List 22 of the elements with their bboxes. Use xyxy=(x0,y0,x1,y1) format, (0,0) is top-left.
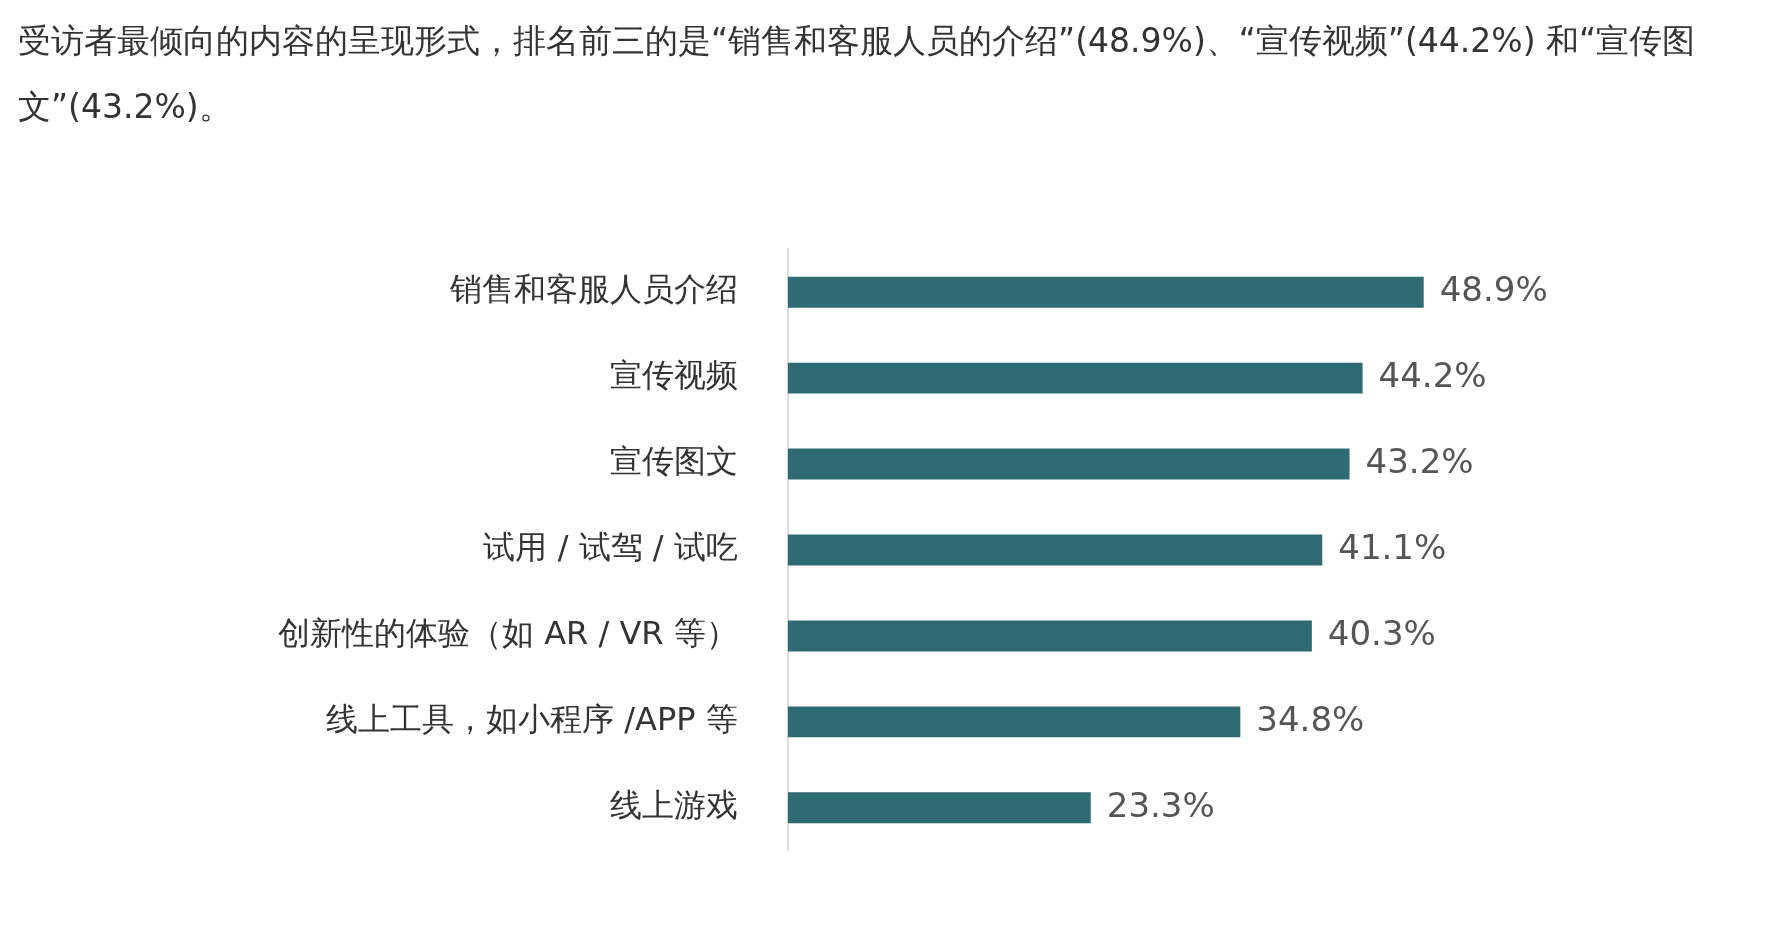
data-label: 44.2% xyxy=(1378,354,1487,395)
data-label: 34.8% xyxy=(1256,698,1365,739)
bar xyxy=(787,620,1312,652)
y-tick-label: 线上游戏 xyxy=(609,786,738,825)
y-tick-label: 宣传图文 xyxy=(609,442,738,481)
data-label: 40.3% xyxy=(1327,612,1436,653)
y-tick-label: 线上工具，如小程序 /APP 等 xyxy=(326,700,738,739)
bar xyxy=(787,792,1091,824)
y-tick-label: 创新性的体验（如 AR / VR 等） xyxy=(278,614,738,653)
bar xyxy=(787,534,1323,566)
y-tick-label: 销售和客服人员介绍 xyxy=(448,270,738,309)
data-label: 43.2% xyxy=(1365,440,1474,481)
data-label: 48.9% xyxy=(1439,269,1548,309)
bar xyxy=(787,362,1363,394)
y-tick-label: 宣传视频 xyxy=(609,356,738,395)
chart-title: 受访者最倾向的内容的呈现形式，排名前三的是“销售和客服人员的介绍”(48.9%)、“宣传视频”(44.2%) 和“宣传图文”(43.2%)。 xyxy=(17,20,1697,128)
data-label: 41.1% xyxy=(1338,526,1447,567)
data-label: 23.3% xyxy=(1106,784,1215,825)
bar xyxy=(787,276,1424,308)
bar xyxy=(787,706,1241,738)
y-tick-label: 试用 / 试驾 / 试吃 xyxy=(483,528,738,567)
bar xyxy=(787,448,1350,480)
